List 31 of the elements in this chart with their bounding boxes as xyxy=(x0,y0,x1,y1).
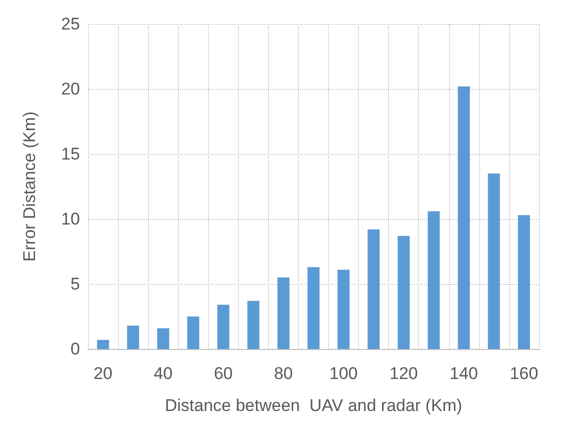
x-tick-label: 100 xyxy=(329,364,358,383)
bar xyxy=(157,328,170,349)
bar xyxy=(127,326,140,349)
bar xyxy=(368,229,380,349)
bar xyxy=(518,215,530,349)
y-tick-label: 10 xyxy=(61,210,80,228)
bar xyxy=(247,300,260,349)
y-tick-label: 5 xyxy=(70,274,80,294)
bar xyxy=(488,174,500,349)
x-tick-label: 160 xyxy=(510,364,538,383)
bar xyxy=(338,270,350,349)
x-tick-label: 80 xyxy=(274,364,293,383)
x-tick-label: 40 xyxy=(154,364,173,383)
y-tick-label: 0 xyxy=(70,340,80,358)
x-tick-label: 20 xyxy=(94,364,112,383)
x-tick-label: 60 xyxy=(214,364,233,383)
bar xyxy=(307,267,320,349)
y-tick-label: 20 xyxy=(61,80,80,98)
y-tick-label: 15 xyxy=(61,144,80,164)
bar xyxy=(217,304,230,349)
bar xyxy=(97,340,110,349)
y-tick-label: 25 xyxy=(61,14,80,34)
bar xyxy=(187,316,200,349)
x-tick-label: 140 xyxy=(450,364,478,383)
x-axis-title: Distance between UAV and radar (Km) xyxy=(164,396,462,415)
bar xyxy=(398,236,410,349)
bar xyxy=(277,278,290,349)
bar xyxy=(458,86,470,349)
bar xyxy=(428,211,440,349)
y-axis-title: Error Distance (Km) xyxy=(20,111,39,262)
x-tick-label: 120 xyxy=(390,364,418,383)
